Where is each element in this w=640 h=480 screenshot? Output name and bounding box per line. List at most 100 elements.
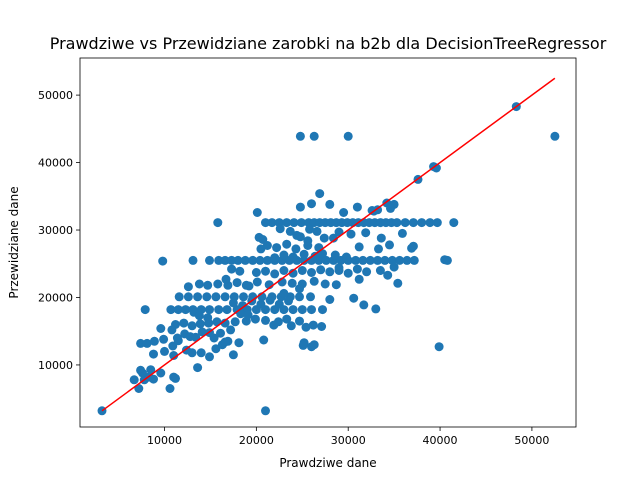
data-point — [297, 305, 307, 315]
data-point — [194, 279, 204, 289]
data-point — [296, 218, 306, 228]
data-point — [295, 232, 305, 242]
data-point — [279, 288, 289, 298]
data-point — [298, 340, 308, 350]
y-axis-label: Przewidziane dane — [7, 186, 21, 298]
data-point — [346, 229, 356, 239]
data-point — [295, 284, 304, 294]
data-point — [376, 233, 386, 243]
data-point — [319, 233, 329, 243]
data-point — [220, 318, 230, 328]
chart-title: Prawdziwe vs Przewidziane zarobki na b2b… — [50, 34, 607, 53]
data-point — [361, 228, 371, 238]
data-point — [308, 320, 318, 330]
data-point — [329, 233, 338, 243]
data-point — [325, 295, 335, 304]
data-point — [352, 264, 362, 274]
data-point — [343, 268, 353, 278]
data-point — [375, 266, 385, 275]
data-point — [288, 305, 298, 315]
data-point — [282, 239, 292, 249]
data-point — [392, 218, 402, 228]
data-point — [169, 351, 179, 360]
data-point — [171, 373, 180, 383]
data-point — [209, 333, 219, 343]
y-tick-label: 50000 — [38, 89, 73, 102]
data-point — [183, 292, 193, 302]
x-axis: 10000 20000 30000 40000 50000 — [147, 427, 549, 447]
data-point — [179, 318, 189, 328]
y-tick-label: 20000 — [38, 291, 73, 304]
data-point — [282, 314, 292, 324]
data-point — [331, 280, 341, 290]
data-point — [279, 266, 289, 275]
data-point — [289, 218, 299, 228]
data-point — [220, 337, 230, 347]
data-point — [325, 267, 335, 277]
data-point — [239, 292, 248, 302]
data-point — [238, 301, 248, 311]
data-point — [307, 199, 316, 209]
data-point — [425, 218, 435, 228]
data-point — [158, 256, 168, 266]
data-point — [287, 278, 297, 288]
x-tick-label: 20000 — [239, 434, 274, 447]
data-point — [315, 189, 325, 199]
data-point — [317, 322, 327, 331]
data-point — [203, 313, 213, 323]
data-point — [295, 292, 304, 302]
data-point — [252, 277, 262, 287]
data-point — [174, 292, 184, 302]
data-point — [274, 299, 284, 309]
data-point — [282, 218, 292, 228]
y-tick-label: 10000 — [38, 359, 73, 372]
data-point — [173, 305, 183, 315]
data-point — [244, 281, 254, 291]
data-point — [305, 224, 315, 234]
data-point — [286, 321, 296, 331]
x-tick-label: 10000 — [147, 434, 182, 447]
data-point — [400, 218, 410, 228]
data-point — [383, 270, 393, 280]
data-point — [255, 255, 265, 265]
data-point — [202, 292, 212, 302]
data-point — [397, 228, 407, 238]
data-point — [216, 328, 225, 338]
data-point — [149, 374, 158, 384]
data-point — [183, 282, 193, 292]
data-point — [220, 255, 230, 265]
data-point — [550, 131, 560, 141]
data-point — [371, 304, 381, 314]
data-point — [165, 384, 175, 393]
x-tick-label: 40000 — [423, 434, 458, 447]
data-point — [295, 131, 305, 141]
data-point — [205, 305, 214, 315]
data-point — [389, 262, 399, 272]
data-point — [339, 208, 349, 217]
data-point — [284, 296, 293, 306]
y-tick-label: 40000 — [38, 157, 73, 170]
data-point — [334, 263, 344, 273]
data-point — [295, 316, 304, 326]
data-point — [318, 305, 327, 315]
data-point — [352, 202, 362, 212]
data-point — [351, 255, 361, 265]
data-point — [362, 267, 372, 277]
data-point — [129, 375, 139, 385]
data-point — [417, 218, 427, 228]
data-point — [203, 280, 213, 290]
data-point — [303, 236, 313, 246]
data-point — [252, 208, 262, 217]
data-point — [270, 253, 280, 263]
data-point — [227, 264, 237, 274]
data-point — [213, 279, 223, 289]
data-point — [373, 255, 383, 265]
data-point — [230, 317, 240, 327]
data-point — [380, 255, 390, 265]
data-point — [149, 336, 159, 346]
data-point — [211, 344, 221, 354]
data-point — [140, 305, 150, 315]
data-point — [214, 305, 224, 315]
data-point — [167, 325, 177, 335]
